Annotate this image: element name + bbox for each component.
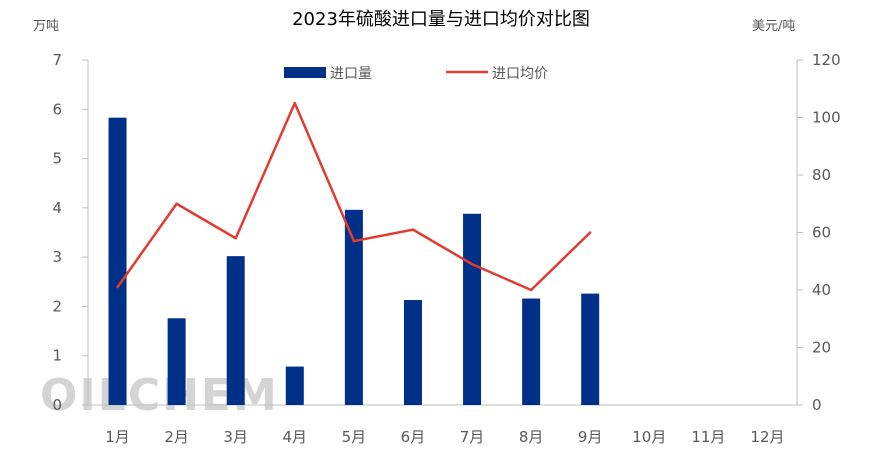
bar-2 [167,318,186,405]
legend-swatch-import-volume [284,67,326,78]
x-tick-label: 7月 [460,428,485,446]
x-tick-label: 4月 [283,428,308,446]
right-tick-label: 40 [812,281,831,299]
avg-price-point-1 [116,285,119,289]
left-tick-label: 6 [52,100,62,118]
bar-4 [285,366,304,405]
right-tick-label: 80 [812,166,831,184]
bar-9 [581,293,600,405]
bar-6 [403,300,422,405]
avg-price-point-6 [411,228,415,231]
bar-8 [522,298,541,405]
avg-price-point-7 [470,262,474,266]
x-axis-ticks: 1月 2月 3月 4月 5月 6月 7月 8月 9月 10月 11月 12月 [105,428,784,446]
bar-3 [226,256,245,405]
right-axis-ticks: 0 20 40 60 80 100 120 [797,51,841,414]
x-tick-label: 8月 [519,428,544,446]
x-tick-label: 3月 [223,428,248,446]
x-tick-label: 6月 [401,428,426,446]
bar-7 [463,213,482,405]
left-tick-label: 4 [52,199,62,217]
right-tick-label: 60 [812,224,831,242]
right-axis-unit: 美元/吨 [752,19,795,34]
right-tick-label: 120 [812,51,841,69]
left-axis-unit: 万吨 [33,19,59,34]
chart-title: 2023年硫酸进口量与进口均价对比图 [292,9,590,30]
avg-price-point-2 [175,202,178,205]
right-tick-label: 20 [812,339,831,357]
bar-5 [344,209,363,405]
x-tick-label: 5月 [342,428,367,446]
left-axis-ticks: 0 1 2 3 4 5 6 7 [52,51,88,414]
left-tick-label: 2 [52,297,62,315]
right-axis: 0 20 40 60 80 100 120 [796,51,841,414]
x-tick-label: 1月 [105,428,130,446]
line-series-avg-price [116,101,592,292]
avg-price-point-9 [589,231,592,234]
left-tick-label: 3 [52,248,62,266]
left-tick-label: 1 [52,347,62,365]
right-tick-label: 0 [812,396,822,414]
avg-price-point-8 [529,288,533,292]
left-tick-label: 0 [52,396,62,414]
bar-1 [108,117,127,406]
avg-price-point-4 [293,101,296,105]
bar-series-import-volume [108,117,600,406]
avg-price-point-3 [234,237,237,240]
x-tick-label: 2月 [164,428,189,446]
left-axis: 0 1 2 3 4 5 6 7 [52,51,89,414]
legend: 进口量 进口均价 [284,66,548,82]
x-tick-label: 9月 [578,428,603,446]
left-tick-label: 5 [52,150,62,168]
avg-price-point-5 [352,239,356,243]
legend-label-avg-price: 进口均价 [492,66,548,82]
x-tick-label: 11月 [691,428,725,446]
x-tick-label: 12月 [750,428,784,446]
right-tick-label: 100 [812,109,841,127]
x-axis: 1月 2月 3月 4月 5月 6月 7月 8月 9月 10月 11月 12月 [88,404,797,446]
left-tick-label: 7 [52,51,62,69]
legend-label-import-volume: 进口量 [330,66,372,82]
x-tick-label: 10月 [632,428,666,446]
